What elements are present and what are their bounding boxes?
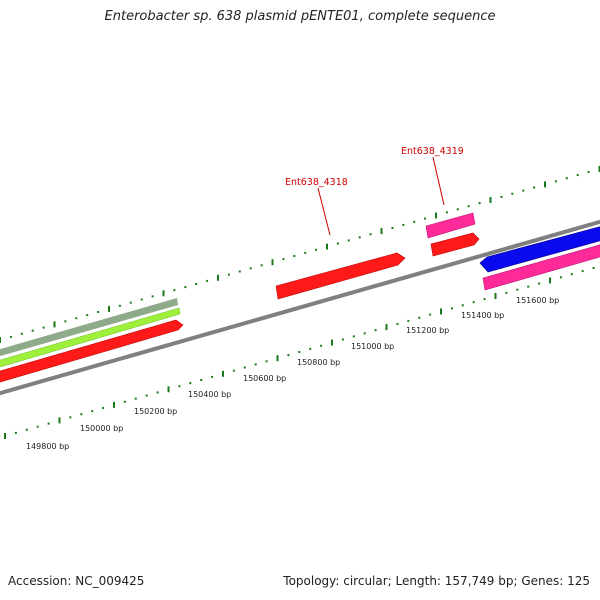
scale-label: 150400 bp [188, 390, 231, 399]
gene-pink-right[interactable] [482, 242, 600, 291]
gene-label-ent638-4319[interactable]: Ent638_4319 [401, 146, 464, 157]
backbone-line [0, 219, 600, 396]
gene-sage-left[interactable] [0, 298, 178, 359]
accession-text: Accession: NC_009425 [8, 574, 145, 588]
scale-label: 150600 bp [243, 374, 286, 383]
scale-label: 150000 bp [80, 424, 123, 433]
gene-label-ent638-4318[interactable]: Ent638_4318 [285, 177, 348, 188]
scale-label: 150800 bp [297, 358, 340, 367]
gene-lime-left[interactable] [0, 307, 181, 370]
upper-tick-track [0, 165, 600, 343]
gene-ent638-4319[interactable] [425, 212, 476, 239]
callout-line-4318 [317, 187, 331, 236]
gene-red-left[interactable] [0, 319, 184, 385]
scale-label: 149800 bp [26, 442, 69, 451]
scale-label: 150200 bp [134, 407, 177, 416]
scale-label: 151600 bp [516, 296, 559, 305]
lower-tick-track [4, 267, 595, 439]
gene-blue-right[interactable] [479, 224, 600, 273]
scale-label: 151000 bp [351, 342, 394, 351]
scale-labels: 149800 bp 150000 bp 150200 bp 150400 bp … [26, 296, 559, 451]
gene-red-right[interactable] [430, 232, 480, 257]
scale-label: 151200 bp [406, 326, 449, 335]
topology-summary: Topology: circular; Length: 157,749 bp; … [283, 574, 590, 588]
gene-ent638-4318[interactable] [275, 252, 406, 300]
callout-line-4319 [432, 156, 445, 206]
map-title: Enterobacter sp. 638 plasmid pENTE01, co… [104, 9, 496, 24]
scale-label: 151400 bp [461, 311, 504, 320]
